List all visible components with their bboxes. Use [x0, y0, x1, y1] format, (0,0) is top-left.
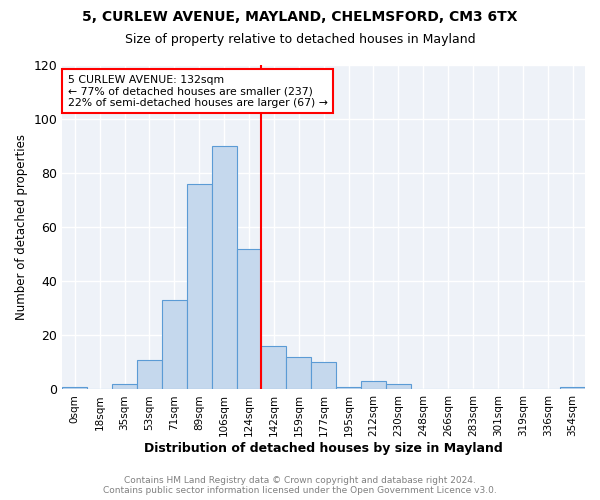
Bar — [386, 384, 411, 390]
Bar — [112, 384, 137, 390]
Text: 5, CURLEW AVENUE, MAYLAND, CHELMSFORD, CM3 6TX: 5, CURLEW AVENUE, MAYLAND, CHELMSFORD, C… — [82, 10, 518, 24]
Bar — [212, 146, 236, 390]
Bar — [560, 387, 585, 390]
Text: Contains HM Land Registry data © Crown copyright and database right 2024.
Contai: Contains HM Land Registry data © Crown c… — [103, 476, 497, 495]
Bar — [336, 387, 361, 390]
Bar — [311, 362, 336, 390]
Bar — [236, 249, 262, 390]
Bar — [62, 387, 87, 390]
Y-axis label: Number of detached properties: Number of detached properties — [15, 134, 28, 320]
Bar — [137, 360, 162, 390]
Bar — [262, 346, 286, 390]
X-axis label: Distribution of detached houses by size in Mayland: Distribution of detached houses by size … — [144, 442, 503, 455]
Bar — [162, 300, 187, 390]
Text: Size of property relative to detached houses in Mayland: Size of property relative to detached ho… — [125, 32, 475, 46]
Bar — [286, 357, 311, 390]
Bar — [361, 382, 386, 390]
Bar — [187, 184, 212, 390]
Text: 5 CURLEW AVENUE: 132sqm
← 77% of detached houses are smaller (237)
22% of semi-d: 5 CURLEW AVENUE: 132sqm ← 77% of detache… — [68, 74, 328, 108]
